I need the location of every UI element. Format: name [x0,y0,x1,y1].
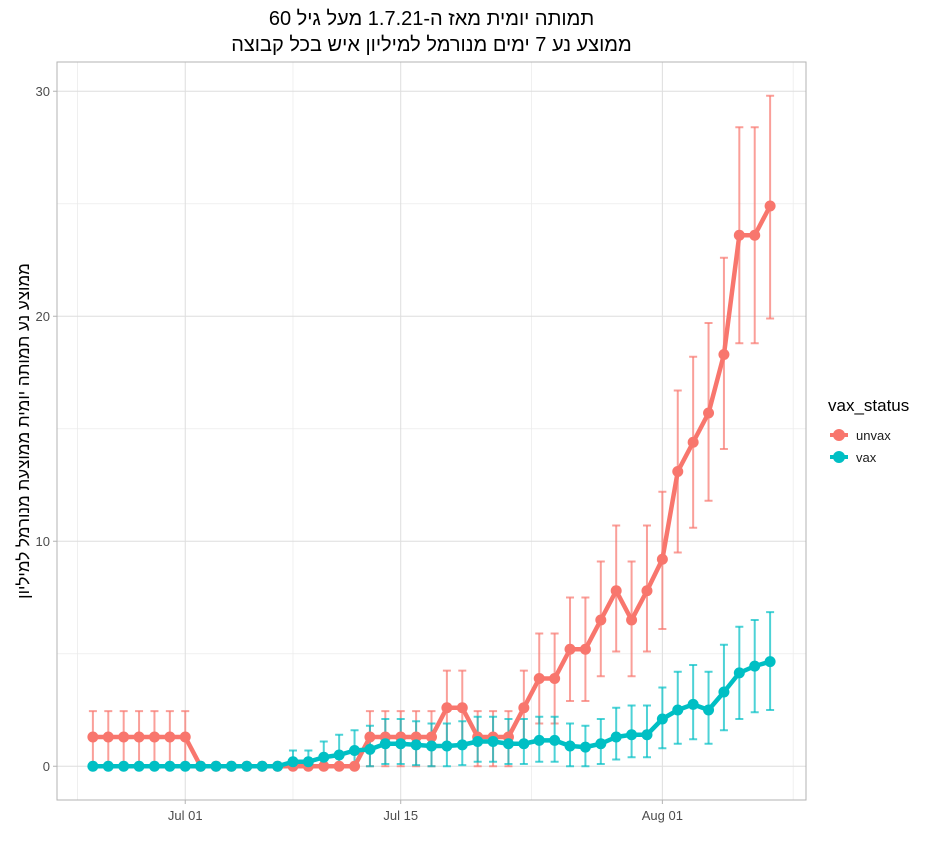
data-point-unvax [718,349,730,360]
data-point-vax [164,760,176,772]
data-point-vax [379,738,391,750]
data-point-vax [595,738,607,750]
data-point-unvax [118,731,130,743]
data-point-vax [256,760,268,772]
data-point-vax [687,698,699,710]
data-point-vax [456,739,468,751]
data-point-vax [410,739,422,751]
data-point-vax [441,740,453,752]
data-point-vax [118,760,130,772]
data-point-vax [179,760,191,772]
y-tick-label: 0 [43,759,50,774]
data-point-unvax [764,200,776,212]
data-point-unvax [564,643,576,655]
x-tick-label: Jul 15 [383,808,418,823]
data-point-unvax [610,585,622,597]
data-point-vax [610,731,622,743]
y-tick-label: 30 [36,84,50,99]
data-point-vax [225,760,237,772]
data-point-unvax [87,731,99,743]
data-point-unvax [687,436,699,448]
data-point-vax [672,704,684,716]
data-point-unvax [426,731,437,743]
chart-title: תמותה יומית מאז ה-1.7.21 מעל גיל 60 ממוצ… [57,6,806,58]
x-tick-label: Aug 01 [642,808,683,823]
data-point-vax [518,738,530,750]
data-point-unvax [641,585,653,597]
data-point-vax [502,738,514,750]
data-point-vax [733,667,745,679]
data-point-vax [564,740,576,752]
data-point-unvax [549,673,561,684]
data-point-vax [487,736,499,747]
data-point-unvax [518,702,530,714]
legend-item-vax: vax [828,446,909,468]
data-point-vax [364,743,376,755]
legend-label: vax [856,449,877,465]
data-point-unvax [133,731,145,743]
data-point-vax [148,760,160,772]
data-point-unvax [441,702,453,714]
data-point-vax [395,738,407,750]
data-point-vax [641,729,653,741]
data-point-vax [533,734,545,746]
data-point-vax [349,745,361,756]
data-point-unvax [595,614,607,626]
legend-item-unvax: unvax [828,424,909,446]
data-point-vax [272,760,284,772]
data-point-vax [579,741,591,753]
data-point-vax [472,736,484,747]
data-point-unvax [656,553,668,565]
data-point-unvax [533,673,545,684]
legend-label: unvax [856,427,891,443]
data-point-vax [626,729,638,741]
x-tick-label: Jul 01 [168,808,203,823]
y-tick-label: 20 [36,309,50,324]
data-point-unvax [733,229,745,241]
data-point-unvax [456,702,468,714]
data-point-unvax [703,407,715,419]
data-point-unvax [626,614,638,626]
title-line-1: תמותה יומית מאז ה-1.7.21 מעל גיל 60 [268,8,595,30]
legend: vax_status unvax vax [828,396,909,468]
data-point-vax [102,760,114,772]
data-point-unvax [148,731,160,743]
data-point-unvax [164,731,176,743]
data-point-unvax [672,466,684,477]
y-tick-label: 10 [36,534,50,549]
data-point-vax [549,734,561,746]
data-point-unvax [333,760,345,772]
data-point-unvax [410,731,422,743]
data-point-vax [133,760,145,772]
title-line-2: ממוצע נע 7 ימים מנורמל למיליון איש בכל ק… [231,34,632,56]
data-point-vax [703,704,715,716]
data-point-unvax [364,731,376,743]
data-point-vax [333,749,345,761]
legend-key-vax [828,446,850,468]
data-point-unvax [102,731,114,743]
data-point-unvax [179,731,191,743]
data-point-vax [210,760,222,772]
data-point-vax [656,713,668,725]
data-point-unvax [349,760,361,772]
data-point-unvax [749,229,761,241]
data-point-unvax [579,643,591,655]
data-point-vax [87,760,99,772]
data-point-vax [302,756,314,768]
legend-title: vax_status [828,396,910,415]
panel-border [56,61,807,801]
data-point-vax [241,760,253,772]
series-line-unvax [92,204,773,769]
data-point-unvax [318,760,330,772]
data-point-vax [764,656,776,668]
data-point-vax [195,760,207,772]
data-point-vax [287,756,299,768]
data-point-vax [718,686,730,698]
data-point-vax [426,740,437,752]
legend-key-unvax [828,424,850,446]
data-point-vax [749,660,761,672]
data-point-vax [318,751,330,763]
